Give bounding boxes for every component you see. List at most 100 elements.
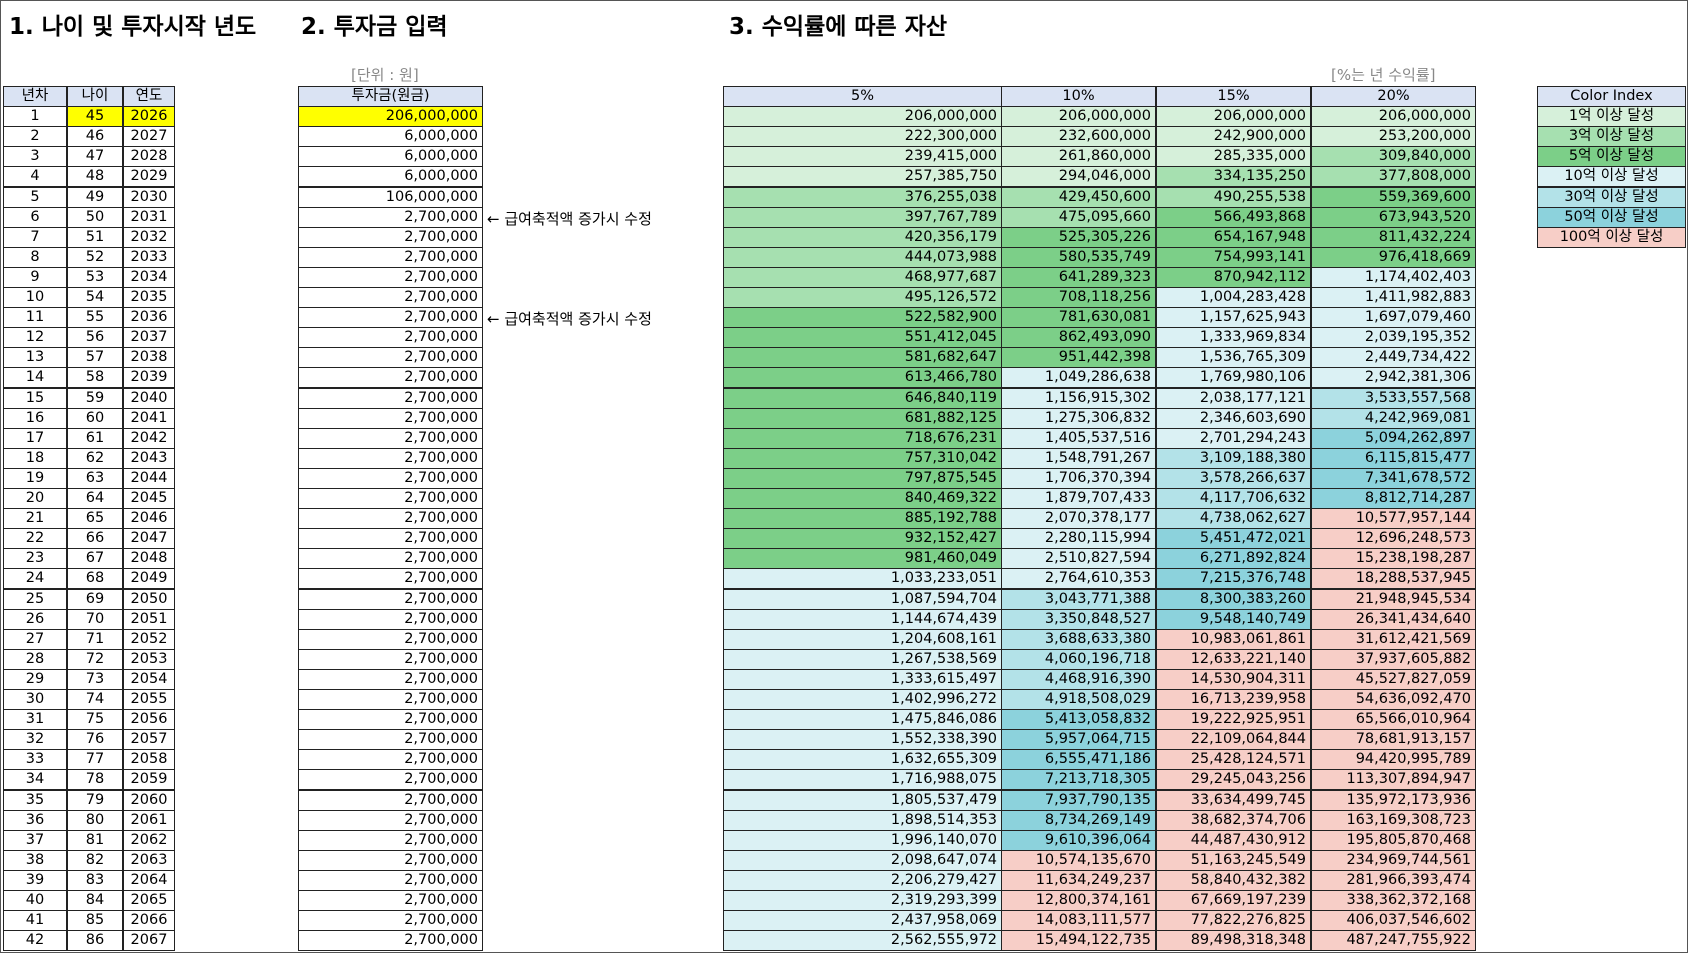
asset-cell: 397,767,789 xyxy=(723,206,1002,228)
asset-cell: 1,536,765,309 xyxy=(1156,347,1311,369)
legend-item: 100억 이상 달성 xyxy=(1537,226,1686,248)
table-cell: 22 xyxy=(3,528,67,550)
legend-item: 3억 이상 달성 xyxy=(1537,126,1686,148)
asset-cell: 5,413,058,832 xyxy=(1001,709,1156,731)
table-cell: 30 xyxy=(3,689,67,711)
table-cell: 36 xyxy=(3,809,67,831)
table-cell: 46 xyxy=(67,126,123,148)
asset-cell: 1,769,980,106 xyxy=(1156,367,1311,389)
asset-cell: 222,300,000 xyxy=(723,126,1002,148)
table-cell: 2053 xyxy=(123,648,175,670)
table-cell: 75 xyxy=(67,709,123,731)
table-cell: 2050 xyxy=(123,588,175,610)
table-cell: 5 xyxy=(3,186,67,208)
table-cell: 2030 xyxy=(123,186,175,208)
table-cell: 42 xyxy=(3,930,67,952)
table-cell: 77 xyxy=(67,749,123,771)
asset-cell: 1,405,537,516 xyxy=(1001,427,1156,449)
asset-cell: 1,333,615,497 xyxy=(723,668,1002,690)
asset-cell: 3,578,266,637 xyxy=(1156,467,1311,489)
unit-note: [단위 : 원] xyxy=(351,66,419,84)
table-cell: 2035 xyxy=(123,287,175,309)
investment-cell: 6,000,000 xyxy=(298,146,483,168)
asset-cell: 2,764,610,353 xyxy=(1001,568,1156,590)
table-cell: 47 xyxy=(67,146,123,168)
asset-cell: 1,049,286,638 xyxy=(1001,367,1156,389)
asset-cell: 9,610,396,064 xyxy=(1001,829,1156,851)
asset-cell: 490,255,538 xyxy=(1156,186,1311,208)
asset-cell: 285,335,000 xyxy=(1156,146,1311,168)
table-cell: 2055 xyxy=(123,689,175,711)
asset-cell: 781,630,081 xyxy=(1001,307,1156,329)
table-cell: 2026 xyxy=(123,106,175,128)
table-cell: 15 xyxy=(3,387,67,409)
table-cell: 23 xyxy=(3,548,67,570)
table-cell: 2048 xyxy=(123,548,175,570)
asset-cell: 444,073,988 xyxy=(723,246,1002,268)
asset-cell: 468,977,687 xyxy=(723,266,1002,288)
asset-cell: 581,682,647 xyxy=(723,347,1002,369)
table-cell: 52 xyxy=(67,246,123,268)
table-cell: 67 xyxy=(67,548,123,570)
column-header: 투자금(원금) xyxy=(298,86,483,108)
investment-cell: 2,700,000 xyxy=(298,266,483,288)
table-cell: 81 xyxy=(67,829,123,851)
asset-cell: 242,900,000 xyxy=(1156,126,1311,148)
table-cell: 2066 xyxy=(123,910,175,932)
asset-cell: 89,498,318,348 xyxy=(1156,930,1311,952)
asset-cell: 206,000,000 xyxy=(723,106,1002,128)
asset-cell: 2,070,378,177 xyxy=(1001,508,1156,530)
table-cell: 32 xyxy=(3,729,67,751)
investment-cell: 2,700,000 xyxy=(298,206,483,228)
table-cell: 2046 xyxy=(123,508,175,530)
table-cell: 35 xyxy=(3,789,67,811)
table-cell: 18 xyxy=(3,447,67,469)
asset-cell: 78,681,913,157 xyxy=(1311,729,1476,751)
asset-cell: 1,475,846,086 xyxy=(723,709,1002,731)
table-cell: 68 xyxy=(67,568,123,590)
asset-cell: 309,840,000 xyxy=(1311,146,1476,168)
table-cell: 56 xyxy=(67,327,123,349)
asset-cell: 3,109,188,380 xyxy=(1156,447,1311,469)
asset-cell: 45,527,827,059 xyxy=(1311,668,1476,690)
asset-cell: 4,738,062,627 xyxy=(1156,508,1311,530)
asset-cell: 1,267,538,569 xyxy=(723,648,1002,670)
edit-note: ← 급여축적액 증가시 수정 xyxy=(487,209,652,228)
table-cell: 79 xyxy=(67,789,123,811)
table-cell: 72 xyxy=(67,648,123,670)
table-cell: 2039 xyxy=(123,367,175,389)
asset-cell: 8,734,269,149 xyxy=(1001,809,1156,831)
table-cell: 55 xyxy=(67,307,123,329)
table-cell: 2032 xyxy=(123,226,175,248)
asset-cell: 811,432,224 xyxy=(1311,226,1476,248)
table-cell: 61 xyxy=(67,427,123,449)
table-cell: 49 xyxy=(67,186,123,208)
asset-cell: 65,566,010,964 xyxy=(1311,709,1476,731)
table-cell: 74 xyxy=(67,689,123,711)
table-cell: 4 xyxy=(3,166,67,188)
asset-cell: 19,222,925,951 xyxy=(1156,709,1311,731)
table-cell: 2049 xyxy=(123,568,175,590)
legend-item: 5억 이상 달성 xyxy=(1537,146,1686,168)
asset-cell: 31,612,421,569 xyxy=(1311,628,1476,650)
asset-cell: 37,937,605,882 xyxy=(1311,648,1476,670)
table-cell: 50 xyxy=(67,206,123,228)
table-cell: 8 xyxy=(3,246,67,268)
investment-cell: 2,700,000 xyxy=(298,327,483,349)
investment-cell: 2,700,000 xyxy=(298,608,483,630)
asset-cell: 234,969,744,561 xyxy=(1311,849,1476,871)
asset-cell: 1,275,306,832 xyxy=(1001,407,1156,429)
table-cell: 2056 xyxy=(123,709,175,731)
asset-cell: 951,442,398 xyxy=(1001,347,1156,369)
investment-cell: 2,700,000 xyxy=(298,367,483,389)
table-cell: 65 xyxy=(67,508,123,530)
table-cell: 2065 xyxy=(123,890,175,912)
asset-cell: 14,083,111,577 xyxy=(1001,910,1156,932)
table-cell: 39 xyxy=(3,869,67,891)
table-cell: 26 xyxy=(3,608,67,630)
asset-cell: 44,487,430,912 xyxy=(1156,829,1311,851)
table-cell: 2062 xyxy=(123,829,175,851)
asset-cell: 2,449,734,422 xyxy=(1311,347,1476,369)
asset-cell: 2,942,381,306 xyxy=(1311,367,1476,389)
investment-cell: 2,700,000 xyxy=(298,689,483,711)
